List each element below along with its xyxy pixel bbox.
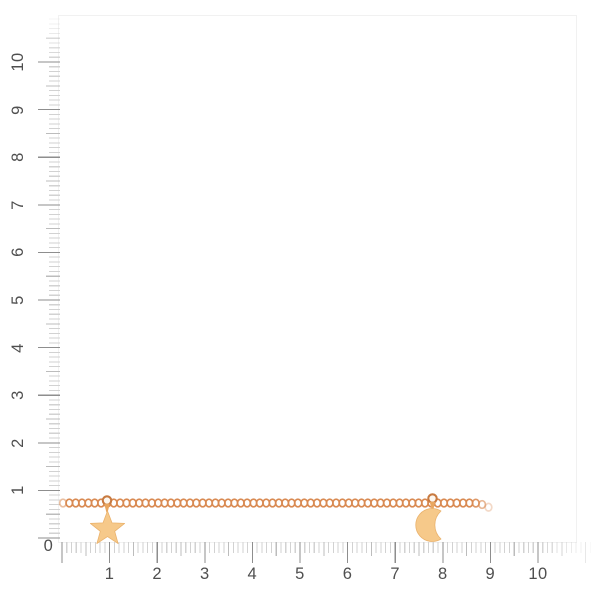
ruler-label-h: 10: [528, 564, 548, 583]
ruler-label-v: 10: [8, 52, 27, 72]
ruler-label-h: 4: [247, 564, 258, 583]
ruler-label-v: 9: [8, 104, 27, 115]
ruler-label-h: 5: [295, 564, 305, 583]
star-bail-icon: [101, 495, 113, 506]
ruler-label-v: 8: [8, 152, 27, 163]
ruler-label-h: 6: [342, 564, 353, 583]
star-charm: [90, 510, 125, 544]
ruler-label-v: 3: [8, 390, 27, 401]
ruler-label-h: 9: [485, 564, 496, 583]
ruler-label-v: 1: [8, 485, 27, 496]
ruler-label-v: 5: [8, 295, 27, 305]
ruler-label-h: 7: [390, 564, 401, 583]
ruler-origin-label: 0: [43, 536, 54, 555]
ruler-label-v: 2: [8, 437, 27, 448]
ruler-label-h: 3: [199, 564, 210, 583]
ruler-label-h: 8: [437, 564, 448, 583]
crescent-moon-bail-icon: [427, 493, 438, 504]
vertical-ruler-ticks: [38, 18, 60, 539]
ruler-label-h: 2: [152, 564, 163, 583]
ruler-label-h: 1: [104, 564, 115, 583]
crescent-moon-charm: [415, 508, 442, 542]
charm-bails: [101, 493, 438, 513]
ruler-label-v: 7: [8, 199, 27, 210]
chain-bracelet: [58, 498, 493, 512]
horizontal-ruler-ticks: [61, 542, 591, 563]
ruler-label-v: 4: [8, 342, 27, 353]
ruler-label-v: 6: [8, 247, 27, 258]
charms: [90, 508, 442, 544]
